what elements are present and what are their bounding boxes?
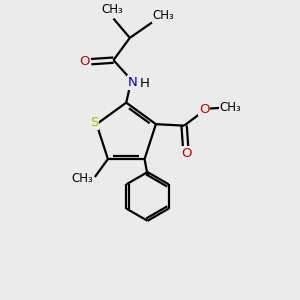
Text: O: O xyxy=(181,147,191,160)
Text: O: O xyxy=(199,103,210,116)
Text: N: N xyxy=(128,76,138,89)
Text: H: H xyxy=(140,76,150,89)
Text: CH₃: CH₃ xyxy=(220,101,242,114)
Text: O: O xyxy=(80,55,90,68)
Text: S: S xyxy=(90,116,98,129)
Text: CH₃: CH₃ xyxy=(152,9,174,22)
Text: CH₃: CH₃ xyxy=(101,3,123,16)
Text: CH₃: CH₃ xyxy=(71,172,93,185)
